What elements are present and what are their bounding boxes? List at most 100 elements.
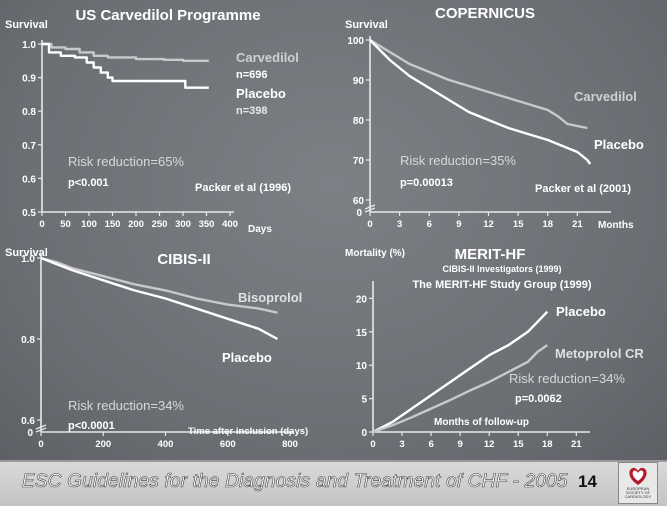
p1-risk-reduction: Risk reduction=65% xyxy=(68,154,184,169)
p4-xlabel: Months of follow-up xyxy=(434,417,529,428)
p2-legend-placebo: Placebo xyxy=(594,137,644,152)
p4-lines xyxy=(372,310,549,434)
p2-xtick-label: 6 xyxy=(427,219,432,230)
p2-title: COPERNICUS xyxy=(435,5,535,22)
p3-legend-bisoprolol: Bisoprolol xyxy=(238,290,302,305)
p2-lines xyxy=(369,38,592,165)
p4-xtick-label: 12 xyxy=(484,439,495,450)
p3-xlabel: Time after inclusion (days) xyxy=(188,426,308,437)
p1-xtick-label: 0 xyxy=(39,219,44,230)
p2-xtick-label: 15 xyxy=(513,219,524,230)
p3-ybreak-label: 0 xyxy=(27,428,33,439)
p4-xtick-label: 3 xyxy=(399,439,404,450)
p2-series-carvedilol-line xyxy=(369,38,588,130)
p3-ylabel: Survival xyxy=(5,247,48,259)
footer-title: ESC Guidelines for the Diagnosis and Tre… xyxy=(22,471,568,493)
p4-xtick-label: 21 xyxy=(571,439,582,450)
charts-svg: US Carvedilol Programme Survival 0.50.60… xyxy=(5,5,644,450)
p4-legend-placebo: Placebo xyxy=(556,304,606,319)
p3-title: CIBIS-II xyxy=(157,251,210,268)
p1-ytick-label: 0.7 xyxy=(22,141,36,152)
p1-xtick-label: 50 xyxy=(60,219,71,230)
p1-xtick-label: 250 xyxy=(152,219,168,230)
p2-ybreak-label: 0 xyxy=(356,208,362,219)
p4-ytick-label: 15 xyxy=(356,328,368,339)
p1-xtick-label: 150 xyxy=(105,219,121,230)
p3-lines xyxy=(40,256,279,341)
p4-ytick-label: 5 xyxy=(361,395,367,406)
p1-ytick-label: 0.5 xyxy=(22,208,36,219)
footer-bar: ESC Guidelines for the Diagnosis and Tre… xyxy=(0,460,667,506)
slide-background: US Carvedilol Programme Survival 0.5 0.6 0… xyxy=(0,0,667,460)
p1-citation: Packer et al (1996) xyxy=(195,182,291,194)
p1-ticks: 0.5 0.6 0.7 0.8 0.9 1.0 0 50 100 150 200 250 300 350 4… xyxy=(22,40,238,230)
p1-ytick-label: 0.6 xyxy=(22,174,36,185)
p2-legend-carvedilol: Carvedilol xyxy=(574,89,637,104)
p4-xtick-label: 0 xyxy=(370,439,375,450)
p1-xtick-label: 100 xyxy=(81,219,97,230)
p1-ylabel: Survival xyxy=(5,19,48,31)
p1-xtick-label: 350 xyxy=(199,219,215,230)
p2-xtick-label: 21 xyxy=(572,219,583,230)
p4-xtick-label: 18 xyxy=(542,439,553,450)
p3-xtick-label: 400 xyxy=(158,439,174,450)
p3-ytick-label: 1.0 xyxy=(21,254,35,265)
p3-ytick-label: 0.6 xyxy=(21,416,35,427)
p1-legend-placebo-n: n=398 xyxy=(236,105,268,117)
p1-legend-placebo: Placebo xyxy=(236,86,286,101)
p1-pvalue: p<0.001 xyxy=(68,177,109,189)
p2-ytick-label: 80 xyxy=(353,116,365,127)
p4-xtick-label: 6 xyxy=(428,439,433,450)
p3-ytick-label: 0.8 xyxy=(21,335,35,346)
p3-series-bisoprolol-line xyxy=(40,256,278,314)
p1-xtick-label: 400 xyxy=(222,219,238,230)
esc-logo-text: EUROPEAN SOCIETY OF CARDIOLOGY xyxy=(624,486,652,499)
p1-lines xyxy=(42,42,209,89)
p2-risk-reduction: Risk reduction=35% xyxy=(400,153,516,168)
esc-logo: EUROPEAN SOCIETY OF CARDIOLOGY xyxy=(618,462,658,504)
p4-ytick-label: 10 xyxy=(356,361,368,372)
p2-ytick-label: 100 xyxy=(347,36,364,47)
p3-axis-break-icon xyxy=(35,424,47,433)
p4-ytick-label: 20 xyxy=(356,294,368,305)
p1-title: US Carvedilol Programme xyxy=(75,7,260,24)
p3-series-placebo-line xyxy=(40,256,279,341)
p4-ytick-label: 0 xyxy=(361,428,367,439)
p1-legend-carvedilol: Carvedilol xyxy=(236,50,299,65)
p2-ylabel: Survival xyxy=(345,19,388,31)
p1-ytick-label: 0.8 xyxy=(22,107,36,118)
p4-series-metoprolol-cr-line xyxy=(372,344,548,434)
p4-series-placebo-line xyxy=(372,310,549,434)
p3-xtick-label: 0 xyxy=(38,439,43,450)
heart-logo-icon xyxy=(629,467,647,485)
p4-ylabel: Mortality (%) xyxy=(345,248,405,259)
p3-xtick-label: 600 xyxy=(220,439,236,450)
p2-ytick-label: 60 xyxy=(353,196,365,207)
panel-us-carvedilol: US Carvedilol Programme Survival 0.5 0.6 0… xyxy=(5,7,299,235)
p2-citation: Packer et al (2001) xyxy=(535,183,631,195)
p2-ytick-label: 70 xyxy=(353,156,365,167)
p3-xtick-label: 200 xyxy=(95,439,111,450)
p3-xtick-label: 800 xyxy=(282,439,298,450)
p4-citation-cibis: CIBIS-II Investigators (1999) xyxy=(442,264,561,274)
p4-risk-reduction: Risk reduction=34% xyxy=(509,371,625,386)
p2-xtick-label: 0 xyxy=(367,219,372,230)
p2-xlabel: Months xyxy=(598,220,634,231)
p2-xtick-label: 9 xyxy=(456,219,461,230)
page-number: 14 xyxy=(578,472,597,491)
p2-xtick-label: 3 xyxy=(397,219,402,230)
p3-pvalue: p<0.0001 xyxy=(68,420,115,432)
p2-xtick-label: 12 xyxy=(483,219,494,230)
p3-risk-reduction: Risk reduction=34% xyxy=(68,398,184,413)
p1-ytick-label: 0.9 xyxy=(22,74,36,85)
p1-xtick-label: 200 xyxy=(128,219,144,230)
p1-legend-carvedilol-n: n=696 xyxy=(236,69,268,81)
p3-legend-placebo: Placebo xyxy=(222,350,272,365)
p4-ticks: 0 5 10 15 20 0 3 6 9 12 15 18 21 xyxy=(356,281,590,450)
p2-xtick-label: 18 xyxy=(542,219,553,230)
p2-series-placebo-line xyxy=(369,39,592,165)
p2-ytick-label: 90 xyxy=(353,76,365,87)
p1-xlabel: Days xyxy=(248,224,272,235)
